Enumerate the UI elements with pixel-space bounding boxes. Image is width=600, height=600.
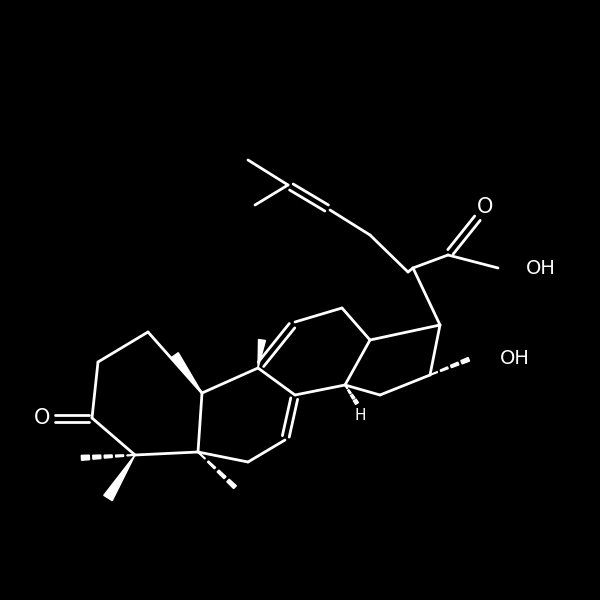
- Polygon shape: [81, 455, 89, 460]
- Polygon shape: [172, 353, 202, 393]
- Text: O: O: [34, 408, 50, 428]
- Polygon shape: [116, 455, 124, 457]
- Polygon shape: [451, 362, 459, 368]
- Polygon shape: [461, 358, 470, 364]
- Polygon shape: [227, 479, 236, 488]
- Text: OH: OH: [526, 259, 556, 277]
- Polygon shape: [198, 452, 205, 459]
- Polygon shape: [258, 340, 265, 368]
- Text: O: O: [477, 197, 493, 217]
- Polygon shape: [104, 455, 135, 500]
- Polygon shape: [350, 394, 355, 399]
- Polygon shape: [430, 371, 437, 375]
- Polygon shape: [440, 367, 448, 371]
- Polygon shape: [127, 455, 135, 456]
- Polygon shape: [217, 470, 226, 479]
- Polygon shape: [345, 385, 347, 389]
- Text: H: H: [354, 409, 366, 424]
- Polygon shape: [104, 455, 112, 458]
- Polygon shape: [353, 399, 358, 404]
- Polygon shape: [347, 389, 351, 394]
- Polygon shape: [93, 455, 101, 459]
- Text: OH: OH: [500, 349, 530, 367]
- Polygon shape: [208, 461, 215, 469]
